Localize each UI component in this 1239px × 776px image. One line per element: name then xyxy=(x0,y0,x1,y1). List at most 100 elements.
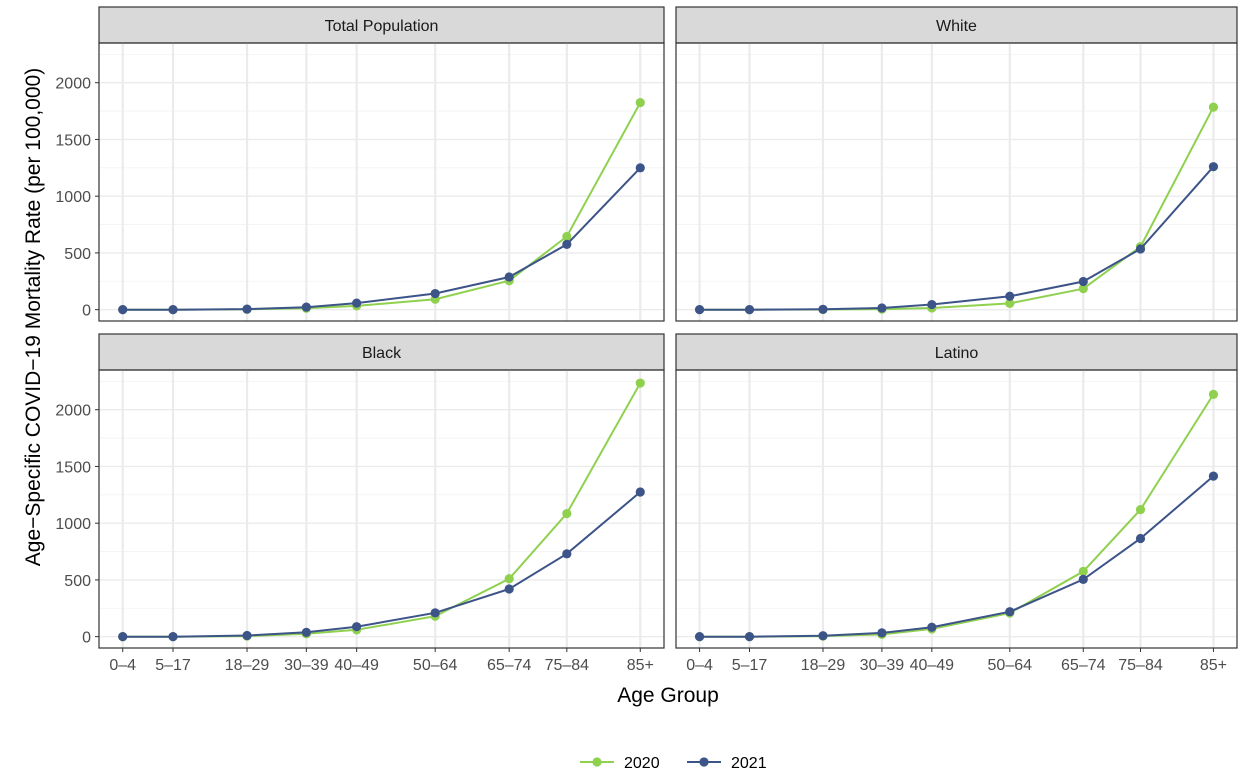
series-line-2021 xyxy=(699,166,1215,311)
data-point-2020 xyxy=(562,508,572,519)
data-point-2021 xyxy=(242,630,252,641)
panel-2: Black 0 500 1000 1500 2000 0–4 5–17 18–29 30–39 40… xyxy=(55,333,665,674)
x-tick-label: 40–49 xyxy=(910,657,955,674)
panel-border xyxy=(675,42,1238,322)
data-point-2021 xyxy=(562,239,572,250)
data-point-2021 xyxy=(1208,162,1219,172)
x-tick-label: 65–74 xyxy=(487,657,532,674)
x-tick-label: 0–4 xyxy=(686,657,713,674)
x-tick-label: 5–17 xyxy=(155,657,191,674)
y-tick-label: 1500 xyxy=(55,132,91,149)
data-point-2021 xyxy=(635,487,645,497)
data-point-2021 xyxy=(1135,533,1146,544)
y-tick-label: 500 xyxy=(64,246,91,263)
x-tick-label: 50–64 xyxy=(413,657,458,674)
x-tick-label: 18–29 xyxy=(801,657,846,674)
panel-0: Total Population 0 500 1000 1500 2000 xyxy=(55,6,665,322)
data-point-2021 xyxy=(927,622,937,632)
panel-1: White xyxy=(675,6,1238,322)
x-tick-label: 40–49 xyxy=(334,657,379,674)
data-point-2020 xyxy=(1208,102,1219,112)
data-point-2021 xyxy=(1005,291,1015,301)
data-point-2021 xyxy=(430,288,440,299)
panel-border xyxy=(98,369,665,649)
data-point-2021 xyxy=(301,302,311,312)
data-point-2021 xyxy=(168,632,178,642)
data-point-2021 xyxy=(352,622,362,632)
data-point-2021 xyxy=(744,305,755,315)
data-point-2021 xyxy=(1135,244,1146,254)
strip-background xyxy=(675,333,1238,371)
y-tick-label: 2000 xyxy=(55,76,91,93)
y-tick-label: 1000 xyxy=(55,189,91,206)
x-tick-label: 0–4 xyxy=(109,657,136,674)
data-point-2020 xyxy=(562,231,572,242)
y-tick-label: 2000 xyxy=(55,403,91,420)
y-tick-label: 1000 xyxy=(55,516,91,533)
data-point-2020 xyxy=(504,574,514,584)
x-tick-label: 85+ xyxy=(1200,657,1227,674)
panel-3: Latino 0–4 5–17 18–29 30–39 40–49 50–64 65–74 75… xyxy=(675,333,1238,674)
y-tick-label: 0 xyxy=(82,303,91,320)
data-point-2020 xyxy=(1078,566,1088,577)
x-tick-label: 18–29 xyxy=(225,657,270,674)
data-point-2021 xyxy=(168,305,178,315)
panel-title: Total Population xyxy=(325,18,439,35)
data-point-2021 xyxy=(818,631,828,641)
y-axis-title: Age−Specific COVID−19 Mortality Rate (pe… xyxy=(22,68,45,566)
data-point-2020 xyxy=(635,378,645,388)
series-line-2021 xyxy=(699,475,1215,638)
x-tick-label: 65–74 xyxy=(1061,657,1106,674)
x-tick-label: 5–17 xyxy=(732,657,768,674)
panel-title: White xyxy=(936,18,977,35)
data-point-2021 xyxy=(927,299,937,310)
series-line-2020 xyxy=(699,393,1215,638)
data-point-2021 xyxy=(118,632,128,642)
data-point-2021 xyxy=(242,304,252,314)
data-point-2021 xyxy=(1208,471,1219,481)
data-point-2020 xyxy=(1208,389,1219,399)
panels: Total Population 0 500 1000 1500 2000 White Bla… xyxy=(55,6,1238,674)
legend: 2020 2021 xyxy=(580,755,767,772)
panel-border xyxy=(675,369,1238,649)
data-point-2021 xyxy=(1078,574,1088,584)
legend-marker-2021 xyxy=(699,757,709,767)
data-point-2021 xyxy=(118,305,128,315)
series-line-2020 xyxy=(699,106,1215,311)
x-tick-label: 75–84 xyxy=(1118,657,1163,674)
strip-background xyxy=(98,6,665,44)
y-tick-label: 1500 xyxy=(55,459,91,476)
legend-marker-2020 xyxy=(592,757,602,767)
panel-title: Latino xyxy=(935,345,979,362)
series-line-2020 xyxy=(122,382,642,638)
data-point-2021 xyxy=(694,632,705,642)
x-tick-label: 50–64 xyxy=(988,657,1033,674)
data-point-2021 xyxy=(877,628,887,638)
data-point-2021 xyxy=(352,298,362,308)
data-point-2021 xyxy=(1078,276,1088,287)
data-point-2021 xyxy=(818,304,828,314)
data-point-2020 xyxy=(1078,284,1088,294)
y-tick-label: 0 xyxy=(82,630,91,647)
data-point-2021 xyxy=(562,549,572,559)
y-tick-label: 500 xyxy=(64,573,91,590)
data-point-2021 xyxy=(301,627,311,637)
x-tick-label: 30–39 xyxy=(284,657,329,674)
data-point-2021 xyxy=(635,163,645,173)
x-tick-label: 30–39 xyxy=(860,657,905,674)
data-point-2020 xyxy=(1005,298,1015,309)
data-point-2021 xyxy=(877,303,887,313)
data-point-2020 xyxy=(1135,504,1146,515)
legend-label: 2020 xyxy=(624,755,660,772)
x-tick-label: 75–84 xyxy=(545,657,590,674)
x-tick-label: 85+ xyxy=(627,657,654,674)
data-point-2021 xyxy=(504,272,514,282)
x-axis-title: Age Group xyxy=(617,684,719,707)
data-point-2021 xyxy=(504,584,514,594)
series-line-2020 xyxy=(122,102,642,311)
data-point-2020 xyxy=(635,97,645,108)
panel-title: Black xyxy=(362,345,402,362)
data-point-2021 xyxy=(744,632,755,642)
panel-border xyxy=(98,42,665,322)
